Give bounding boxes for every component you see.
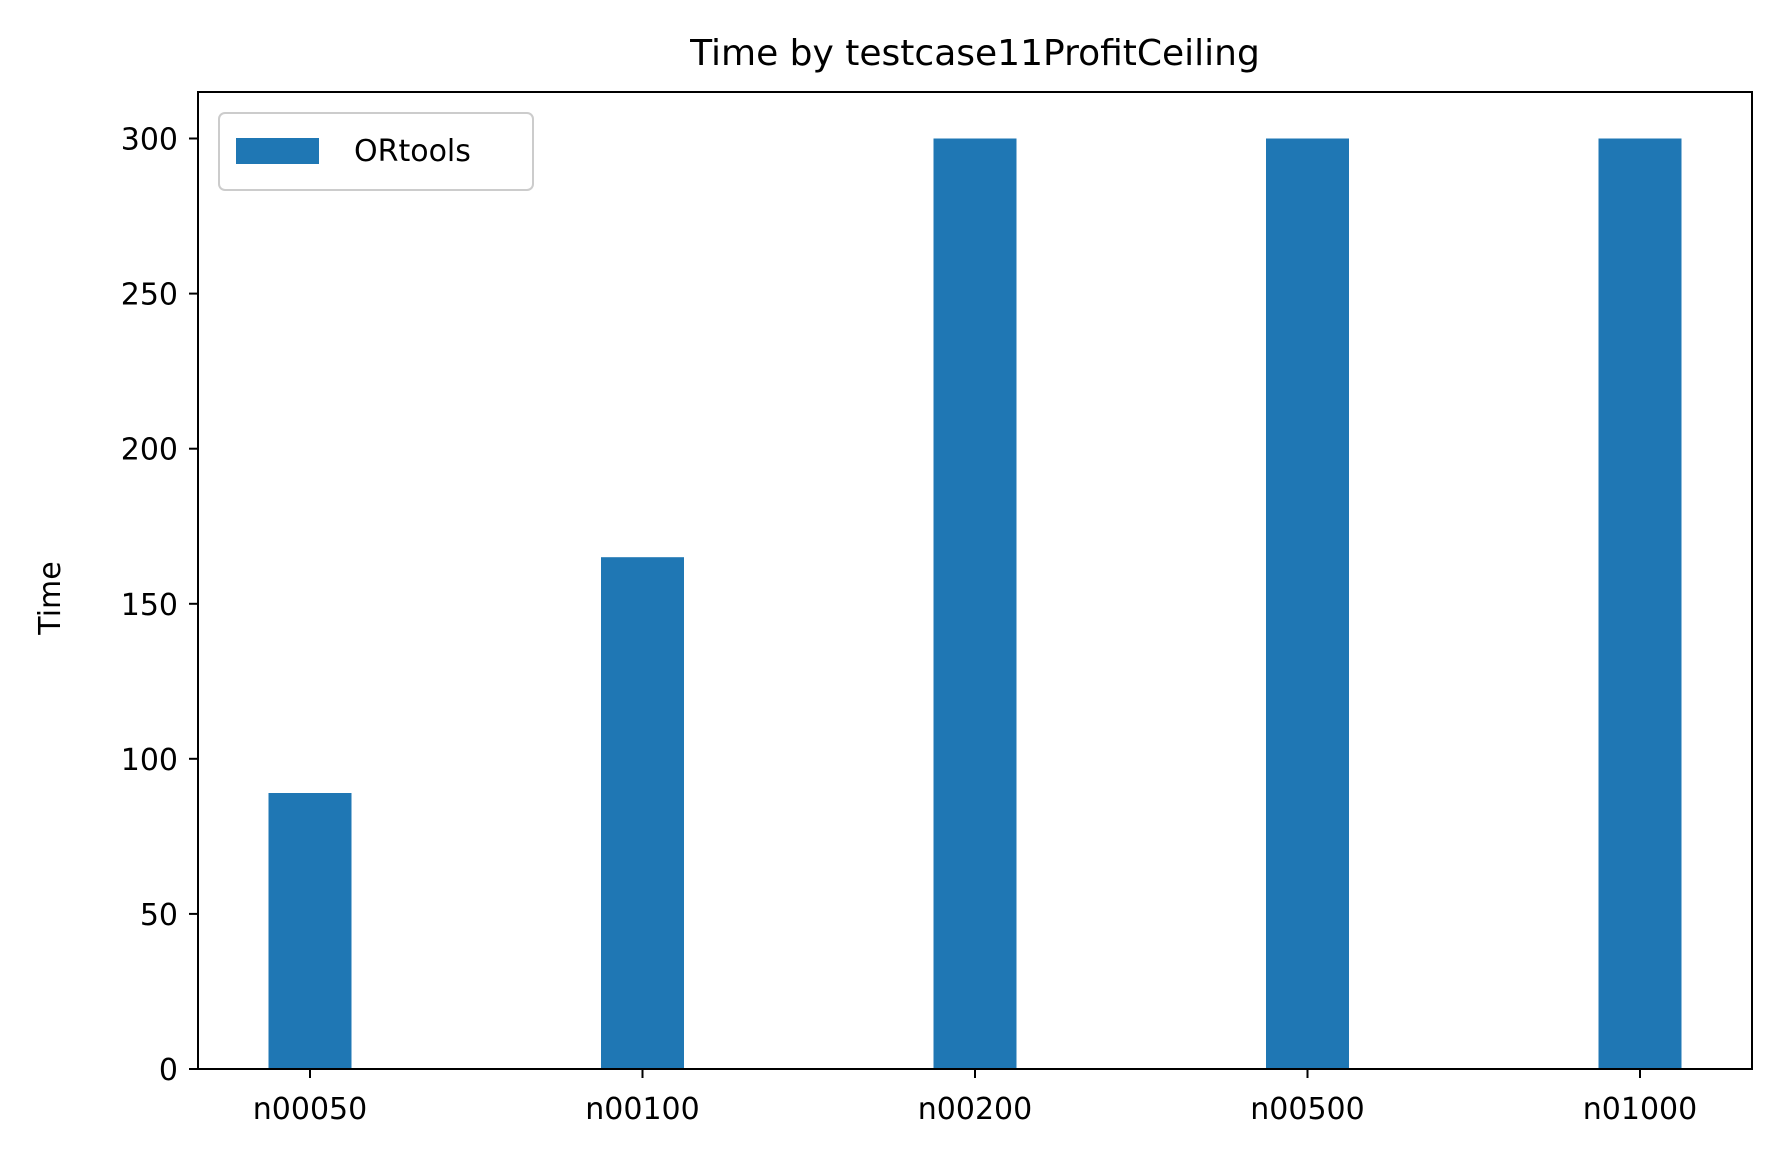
bars-group (268, 138, 1682, 1069)
y-tick-label: 100 (121, 743, 178, 778)
y-tick-label: 0 (159, 1053, 178, 1088)
plot-frame (197, 91, 1753, 1070)
bar-n00050 (268, 793, 352, 1069)
bar-n00200 (933, 138, 1017, 1069)
x-tick-label: n00500 (1250, 1092, 1364, 1127)
y-axis-label: Time (33, 561, 68, 635)
legend-swatch (236, 138, 319, 164)
y-tick-label: 150 (121, 588, 178, 623)
y-ticks-group: 0 50 100 150 200 250 300 (121, 123, 198, 1088)
y-tick-label: 300 (121, 123, 178, 158)
bar-n00500 (1266, 138, 1349, 1069)
bar-n00100 (601, 557, 684, 1069)
x-ticks-group: n00050 n00100 n00200 n00500 n01000 (253, 1069, 1697, 1127)
x-tick-label: n00200 (918, 1092, 1032, 1127)
legend-box (218, 112, 534, 191)
bar-n01000 (1598, 138, 1682, 1069)
legend-label: ORtools (354, 134, 471, 169)
chart-title: Time by testcase11ProfitCeiling (689, 33, 1260, 74)
y-tick-label: 200 (121, 433, 178, 468)
y-tick-label: 50 (140, 898, 178, 933)
x-tick-label: n00100 (585, 1092, 699, 1127)
x-tick-label: n00050 (253, 1092, 367, 1127)
y-axis-label-group: Time (33, 561, 68, 635)
x-tick-label: n01000 (1583, 1092, 1697, 1127)
legend: ORtools (218, 112, 534, 191)
y-tick-label: 250 (121, 278, 178, 313)
